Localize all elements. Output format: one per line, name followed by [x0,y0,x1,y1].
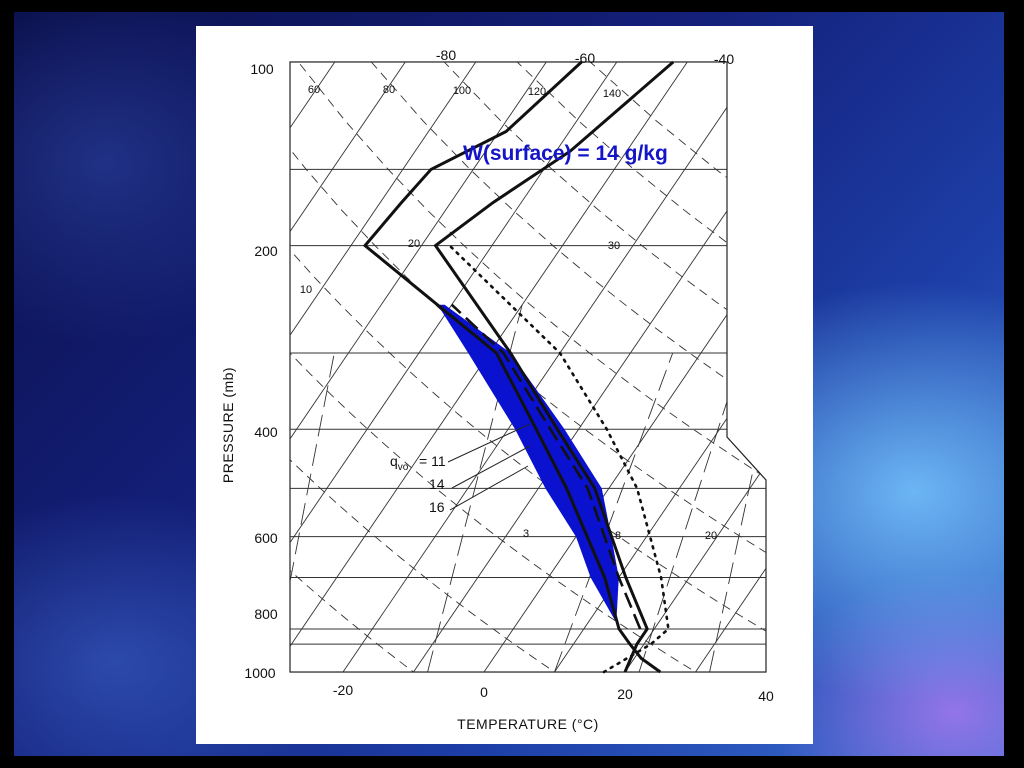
top-tick-label-minus40: -40 [714,51,734,67]
dashed-parcel-line [450,303,642,630]
x-tick-label-minus20: -20 [333,682,353,698]
x-tick-label-20: 20 [617,686,633,702]
dry-adiabat-line [290,62,575,672]
dry-adiabat-line [290,62,766,672]
isotherm-line [290,62,547,672]
y-tick-label-1000: 1000 [244,665,275,681]
q-value-11: = 11 [419,453,446,469]
dotted-parcel-line [448,244,670,674]
isotherm-line [624,62,766,672]
y-tick-label-600: 600 [254,530,278,546]
dry-adiabat-line [297,62,766,672]
environment-temperature-line [362,60,662,674]
dry-adiabat-line [290,62,717,672]
y-tick-label-400: 400 [254,424,278,440]
surface-mixing-ratio-annotation: W(surface) = 14 g/kg [463,142,668,165]
isotherm-line [765,62,766,672]
dry-adiabat-line [0,62,288,685]
y-tick-label-200: 200 [254,243,278,259]
isotherm-line [837,62,1024,672]
mixing-label-3: 3 [523,528,529,540]
adiabat-label-140: 140 [603,88,621,100]
adiabat-label-120: 120 [528,86,546,98]
adiabat-label-60: 60 [308,84,320,96]
x-tick-label-0: 0 [480,684,488,700]
mixing-ratio-line [290,352,335,672]
parcel-temperature-line [433,60,675,673]
isotherm-line [290,62,336,672]
isotherm-line [483,62,766,672]
y-axis-title: PRESSURE (mb) [220,367,236,483]
mixing-ratio-line [554,352,674,672]
dry-adiabat-line [290,62,432,672]
mixing-label-10: 10 [300,284,312,296]
x-tick-label-40: 40 [758,688,774,704]
isotherm-line [0,62,123,672]
q-value-16: 16 [429,499,445,515]
top-tick-label-minus80: -80 [436,47,456,63]
isotherm-line [290,62,477,672]
q-leader-lines [447,423,531,511]
dry-adiabat-line [370,62,766,672]
isotherm-line [342,62,759,672]
positive-area-fill [437,304,619,623]
q-label: qvo [390,453,409,473]
mixing-ratio-line [638,393,730,672]
mixing-label-20b: 20 [705,530,717,542]
y-tick-label-800: 800 [254,606,278,622]
isotherm-line [0,62,194,672]
top-tick-label-minus60: -60 [575,50,595,66]
mixing-label-20a: 20 [408,238,420,250]
mixing-ratio-line [709,429,763,672]
isotherm-line [695,62,766,672]
mixing-label-8: 8 [615,530,621,542]
adiabat-label-100: 100 [453,85,471,97]
y-tick-label-100: 100 [250,61,274,77]
adiabat-label-80: 80 [383,84,395,96]
isotherm-line [0,62,53,672]
x-axis-title: TEMPERATURE (°C) [457,716,599,732]
mixing-label-30: 30 [608,240,620,252]
q-value-14: 14 [429,476,445,492]
isotherm-line [290,62,406,672]
isotherm-line [290,62,618,672]
